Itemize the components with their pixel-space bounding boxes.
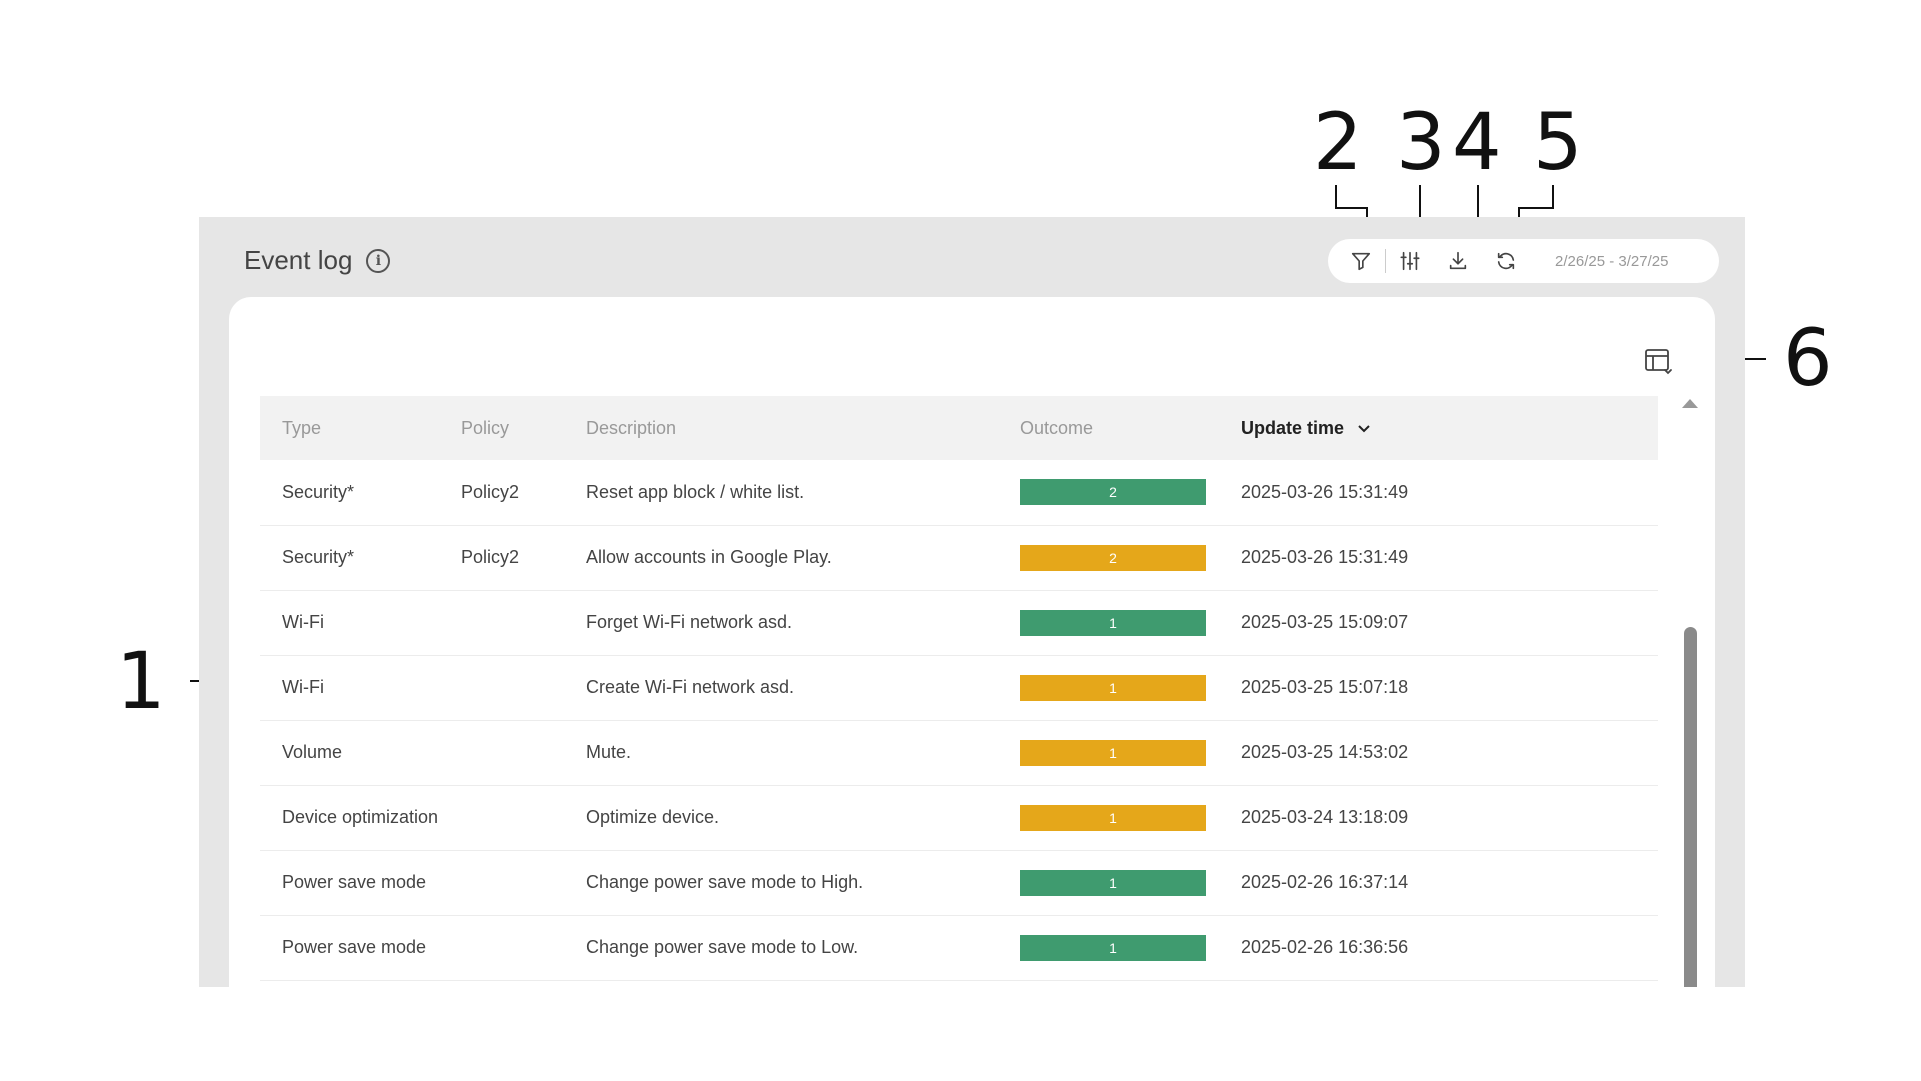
cell-outcome: 2 [1020,525,1206,590]
table-row[interactable]: Security* Policy2 Reset app block / white … [260,460,1658,525]
col-header-description[interactable]: Description [586,417,677,438]
cell-policy [439,590,564,655]
cell-update-time: 2025-03-25 14:53:02 [1241,742,1409,762]
outcome-badge[interactable]: 1 [1020,934,1206,961]
table-row[interactable]: Power save mode Change power save mode to… [260,850,1658,915]
cell-description: Change power save mode to High. [586,872,864,892]
cell-outcome: 1 [1020,590,1206,655]
panel-title: Event log [244,245,353,275]
cell-update-time: 2025-03-25 15:07:18 [1241,677,1409,697]
table-row[interactable]: Power save mode Change power save mode to… [260,915,1658,980]
cell-type: Power save mode [282,937,427,957]
cell-policy [439,850,564,915]
cell-type: Wi-Fi [282,677,324,697]
callout-5: 5 [1533,98,1583,188]
cell-policy [439,915,564,980]
cell-description: Mute. [586,742,632,762]
filter-button[interactable] [1340,243,1382,279]
cell-update-time: 2025-02-26 16:37:14 [1241,872,1409,892]
col-header-update-time[interactable]: Update time [1206,396,1658,460]
outcome-badge[interactable]: 1 [1020,609,1206,636]
col-header-outcome[interactable]: Outcome [1020,417,1094,438]
cell-type: Device optimization [282,807,439,827]
date-range[interactable]: 2/26/25 - 3/27/25 [1555,252,1669,270]
cell-description: Forget Wi-Fi network asd. [586,612,793,632]
cell-outcome: 1 [1020,655,1206,720]
cell-outcome: 1 [1020,915,1206,980]
table-layout-button[interactable] [1641,345,1677,379]
outcome-badge[interactable]: 2 [1020,544,1206,571]
cell-update-time: 2025-03-25 15:09:07 [1241,612,1409,632]
cell-outcome: 1 [1020,720,1206,785]
col-header-update-time-label: Update time [1241,417,1345,438]
download-button[interactable] [1437,243,1479,279]
outcome-badge[interactable]: 1 [1020,674,1206,701]
outcome-badge[interactable]: 2 [1020,479,1206,506]
callout-2-line-h [1335,207,1368,209]
col-header-type[interactable]: Type [282,417,322,438]
cell-policy [439,655,564,720]
callout-2: 2 [1313,98,1363,188]
event-log-panel: Event log i 2/26/25 - 3/27/25 Typ [199,217,1745,987]
cell-policy: Policy2 [461,481,520,502]
col-header-policy[interactable]: Policy [461,417,510,438]
cell-update-time: 2025-03-24 13:18:09 [1241,807,1409,827]
cell-policy [439,720,564,785]
callout-5-line-h [1518,207,1554,209]
panel-title-group: Event log i [244,245,391,276]
cell-description: Change power save mode to Low. [586,937,859,957]
cell-update-time: 2025-03-26 15:31:49 [1241,481,1409,502]
event-table: Type Policy Description Outcome Update t… [260,396,1658,981]
cell-description: Create Wi-Fi network asd. [586,677,795,697]
cell-update-time: 2025-02-26 16:36:56 [1241,937,1409,957]
cell-policy: Policy2 [461,547,520,567]
callout-3: 3 [1396,98,1446,188]
info-icon[interactable]: i [366,248,391,273]
table-layout-icon [1645,349,1672,375]
callout-4-line [1477,185,1479,235]
filter-icon [1351,252,1371,271]
toolbar-divider [1385,249,1386,273]
refresh-icon [1497,252,1515,270]
table-row[interactable]: Device optimization Optimize device. 1 2025… [260,785,1658,850]
table-row[interactable]: Wi-Fi Create Wi-Fi network asd. 1 2025-03-2… [260,655,1658,720]
scrollbar-thumb[interactable] [1684,627,1697,987]
callout-6: 6 [1783,314,1833,404]
scroll-up-arrow[interactable] [1682,399,1698,408]
callout-5-line [1552,185,1554,209]
cell-type: Security* [282,481,355,502]
callout-4: 4 [1452,98,1502,188]
table-header-row: Type Policy Description Outcome Update t… [260,396,1658,460]
callout-2-line [1335,185,1337,209]
refresh-button[interactable] [1485,243,1527,279]
cell-description: Allow accounts in Google Play. [586,547,832,567]
table-card: Type Policy Description Outcome Update t… [229,297,1715,987]
toolbar: 2/26/25 - 3/27/25 [1328,239,1719,283]
callout-1: 1 [116,637,166,727]
cell-outcome: 1 [1020,850,1206,915]
table-row[interactable]: Security* Policy2 Allow accounts in Google… [260,525,1658,590]
download-icon [1449,251,1467,270]
chevron-down-icon [1358,424,1370,432]
outcome-badge[interactable]: 1 [1020,739,1206,766]
callout-3-line [1419,185,1421,235]
cell-description: Reset app block / white list. [586,481,805,502]
cell-type: Security* [282,547,355,567]
sliders-icon [1400,251,1420,271]
column-settings-button[interactable] [1389,243,1431,279]
cell-type: Power save mode [282,872,427,892]
table-row[interactable]: Wi-Fi Forget Wi-Fi network asd. 1 2025-03-2… [260,590,1658,655]
cell-type: Wi-Fi [282,612,324,632]
table-row[interactable]: Volume Mute. 1 2025-03-25 14:53:02 [260,720,1658,785]
cell-policy [439,785,564,850]
cell-type: Volume [282,742,343,762]
cell-outcome: 1 [1020,785,1206,850]
cell-description: Optimize device. [586,807,720,827]
outcome-badge[interactable]: 1 [1020,869,1206,896]
cell-update-time: 2025-03-26 15:31:49 [1241,547,1409,567]
outcome-badge[interactable]: 1 [1020,804,1206,831]
cell-outcome: 2 [1020,460,1206,525]
